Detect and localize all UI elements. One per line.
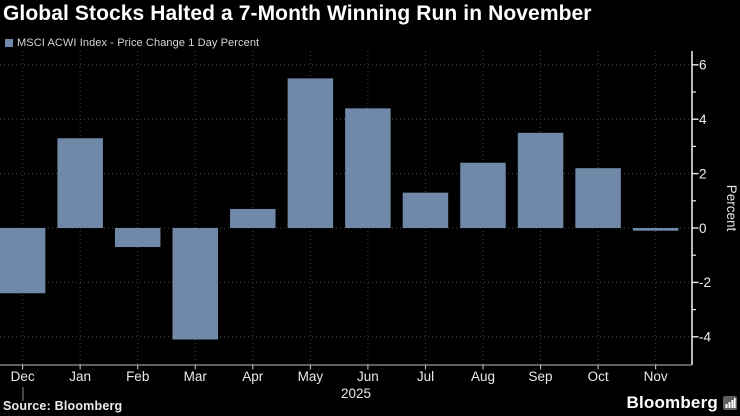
bar-dec <box>0 228 46 294</box>
x-year-label: 2025 <box>341 386 371 401</box>
y-tick-label: -2 <box>699 275 711 290</box>
bloomberg-wordmark: Bloomberg <box>626 393 718 412</box>
x-tick-label-nov: Nov <box>644 369 668 384</box>
bar-mar <box>172 228 218 340</box>
x-tick-label-jan: Jan <box>69 369 91 384</box>
x-tick-label-dec: Dec <box>11 369 35 384</box>
bars <box>0 78 679 340</box>
bar-jun <box>345 108 391 228</box>
y-axis-title: Percent <box>724 185 739 232</box>
bar-feb <box>114 228 161 248</box>
bar-aug <box>460 162 506 228</box>
legend-swatch-icon <box>5 39 13 47</box>
y-tick-label: -4 <box>699 330 711 345</box>
y-axis: 6 4 2 0 -2 -4 Percent <box>691 51 739 365</box>
legend: MSCI ACWI Index - Price Change 1 Day Per… <box>5 37 259 49</box>
x-tick-label-apr: Apr <box>242 369 264 384</box>
x-tick-label-jun: Jun <box>357 369 379 384</box>
bar-chart-icon <box>723 396 737 410</box>
source-caption: Source: Bloomberg <box>3 399 123 413</box>
bar-oct <box>575 168 621 228</box>
y-tick-label: 0 <box>699 221 707 236</box>
chart-title: Global Stocks Halted a 7-Month Winning R… <box>3 2 592 25</box>
y-tick-label: 4 <box>699 112 707 127</box>
x-tick-label-feb: Feb <box>126 369 149 384</box>
bloomberg-logo: Bloomberg <box>626 393 737 413</box>
x-tick-label-oct: Oct <box>588 369 609 384</box>
bar-sep <box>517 132 564 228</box>
x-tick-label-jul: Jul <box>417 369 434 384</box>
bar-may <box>287 78 334 229</box>
bar-jul <box>402 192 449 228</box>
bar-apr <box>230 208 276 228</box>
x-axis: Dec Jan Feb Mar Apr May Jun Jul Aug Sep Oct Nov 2025 <box>0 364 692 401</box>
x-tick-label-may: May <box>298 369 324 384</box>
y-tick-label: 6 <box>699 58 707 73</box>
x-tick-label-aug: Aug <box>471 369 495 384</box>
legend-label: MSCI ACWI Index - Price Change 1 Day Per… <box>17 37 260 49</box>
bar-nov <box>632 228 679 231</box>
x-tick-label-mar: Mar <box>184 369 208 384</box>
x-tick-label-sep: Sep <box>529 369 553 384</box>
y-tick-label: 2 <box>699 166 707 181</box>
bar-jan <box>57 138 103 228</box>
